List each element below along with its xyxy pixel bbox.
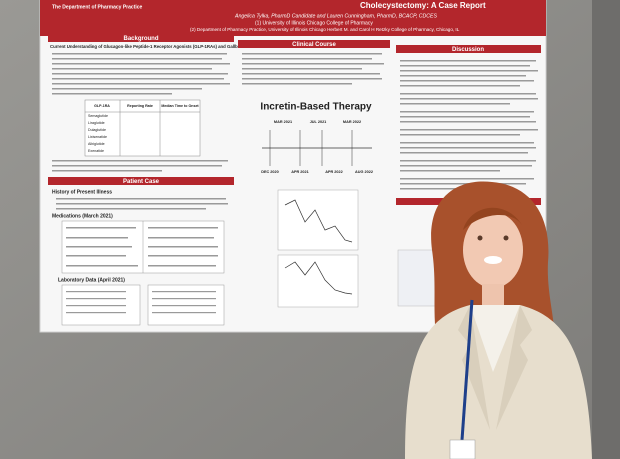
wall-edge bbox=[592, 0, 620, 459]
timeline-label: MAR 2021 bbox=[274, 120, 292, 124]
smile bbox=[484, 256, 502, 264]
subheading: Laboratory Data (April 2021) bbox=[58, 277, 125, 283]
timeline-label: JUL 2021 bbox=[310, 120, 327, 124]
face bbox=[463, 212, 523, 288]
poster-title: Cholecystectomy: A Case Report bbox=[360, 1, 486, 10]
table-cell: Dulaglutide bbox=[88, 128, 106, 132]
poster: The Department of Pharmacy Practice Chol… bbox=[39, 0, 547, 333]
lapel bbox=[496, 305, 532, 430]
chart-title: Incretin-Based Therapy bbox=[260, 102, 372, 113]
table-cell: Albiglutide bbox=[88, 142, 105, 146]
body-text bbox=[52, 160, 228, 172]
blazer bbox=[405, 305, 592, 459]
table-header: GLP-1RA bbox=[94, 104, 110, 108]
medications-table bbox=[61, 220, 225, 274]
section-bar bbox=[48, 34, 234, 42]
section-bar bbox=[396, 45, 541, 53]
section-heading: Patient Case bbox=[123, 179, 160, 185]
section-heading: Background bbox=[123, 36, 158, 42]
qr-panel bbox=[397, 249, 439, 307]
affiliation: (2) Department of Pharmacy Practice, Uni… bbox=[190, 27, 460, 32]
affiliation: (1) University of Illinois Chicago Colle… bbox=[255, 20, 373, 26]
subheading: History of Present Illness bbox=[52, 189, 112, 195]
subheading: Medications (March 2021) bbox=[52, 213, 113, 219]
authors: Angelica Tylka, PharmD Candidate and Lau… bbox=[234, 13, 437, 19]
body-text bbox=[52, 53, 230, 95]
eye bbox=[503, 235, 509, 241]
top bbox=[470, 305, 520, 372]
lanyard bbox=[460, 299, 474, 441]
table-cell: Liraglutide bbox=[88, 121, 105, 125]
weight-chart bbox=[277, 189, 359, 251]
lab-tables bbox=[61, 284, 225, 326]
a1c-chart bbox=[277, 254, 359, 308]
body-text bbox=[242, 53, 384, 85]
table-header: Reporting Rate bbox=[127, 104, 153, 108]
timeline-label: AUG 2022 bbox=[355, 170, 373, 174]
eye bbox=[477, 235, 483, 241]
timeline-label: DEC 2020 bbox=[261, 170, 279, 174]
timeline-label: APR 2022 bbox=[325, 170, 343, 174]
table-header: Median Time to Onset bbox=[161, 104, 199, 108]
subheading: Current Understanding of Glucagon-like P… bbox=[50, 44, 269, 49]
hair-fringe bbox=[463, 207, 522, 230]
timeline-label: MAR 2022 bbox=[343, 120, 361, 124]
lapel bbox=[458, 305, 490, 430]
table-cell: Exenatide bbox=[88, 149, 104, 153]
neck bbox=[482, 284, 504, 306]
person bbox=[405, 181, 592, 459]
badge bbox=[449, 439, 476, 459]
timeline: MAR 2021 JUL 2021 MAR 2022 DEC 2020 APR … bbox=[261, 120, 373, 174]
table-cell: Lixisenatide bbox=[88, 135, 107, 139]
timeline-label: APR 2021 bbox=[291, 170, 309, 174]
section-bar bbox=[48, 177, 234, 185]
table-cell: Semaglutide bbox=[88, 114, 108, 118]
poster-header-band bbox=[40, 0, 546, 36]
body-text bbox=[56, 198, 228, 210]
glp1-table: GLP-1RA Reporting Rate Median Time to On… bbox=[84, 99, 201, 157]
department: The Department of Pharmacy Practice bbox=[52, 4, 143, 10]
section-heading: Clinical Course bbox=[292, 42, 336, 48]
section-bar bbox=[238, 40, 390, 48]
section-heading: Discussion bbox=[452, 47, 484, 53]
